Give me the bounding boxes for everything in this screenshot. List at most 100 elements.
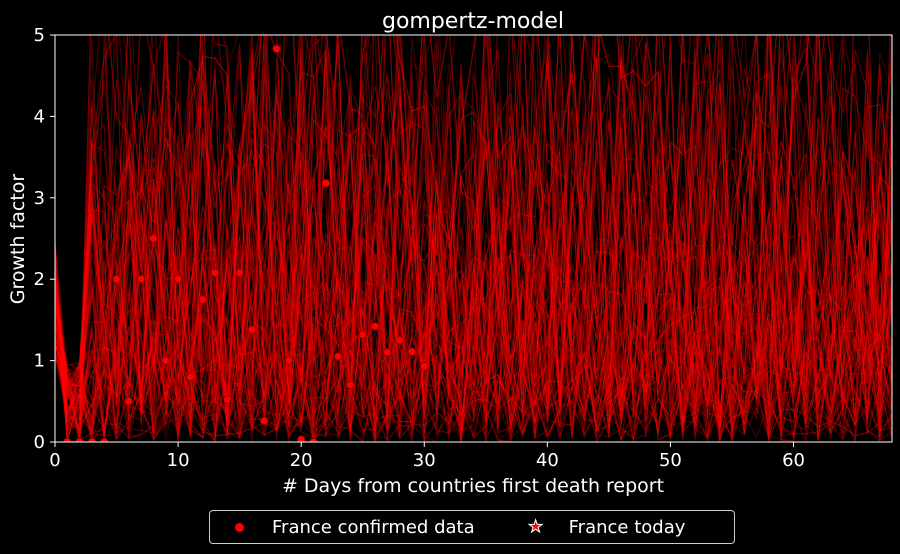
data-point xyxy=(296,435,306,442)
model-curve xyxy=(55,239,892,442)
legend: France confirmed data ★ France today xyxy=(209,510,735,544)
legend-label-today: France today xyxy=(568,516,686,538)
data-point xyxy=(370,322,380,331)
data-point xyxy=(161,356,170,365)
chart-title: gompertz-model xyxy=(382,9,564,34)
model-curve xyxy=(55,42,892,442)
y-axis-ticks: 0 1 2 3 4 5 xyxy=(34,25,55,453)
model-curve xyxy=(55,251,892,442)
legend-item-today: ★ France today xyxy=(527,516,686,538)
model-curve xyxy=(55,35,892,434)
y-tick-label: 1 xyxy=(34,351,45,372)
model-curve xyxy=(55,125,892,442)
data-point xyxy=(333,352,343,361)
model-curve xyxy=(55,119,892,442)
data-point xyxy=(407,347,417,356)
circle-marker-icon xyxy=(232,520,246,534)
x-tick-label: 50 xyxy=(659,450,682,471)
model-curve xyxy=(55,231,892,442)
x-tick-label: 0 xyxy=(49,450,60,471)
model-curve xyxy=(55,49,892,430)
model-curve xyxy=(55,35,892,441)
data-point xyxy=(223,395,232,404)
data-point xyxy=(321,178,330,188)
model-curve xyxy=(55,235,892,442)
model-curve xyxy=(55,100,892,441)
data-point xyxy=(75,437,84,442)
x-axis-label: # Days from countries first death report xyxy=(282,475,664,497)
model-curve xyxy=(55,35,892,435)
model-curve xyxy=(55,35,892,439)
plot-area xyxy=(54,34,893,443)
data-point xyxy=(210,268,220,277)
data-point xyxy=(247,325,257,334)
model-curve xyxy=(55,251,892,442)
model-curve xyxy=(55,215,892,441)
data-point xyxy=(309,437,318,442)
data-point xyxy=(235,268,244,277)
model-curve xyxy=(55,285,892,441)
x-tick-label: 30 xyxy=(413,450,436,471)
model-curve xyxy=(55,257,892,442)
model-curve xyxy=(55,335,892,442)
model-curve xyxy=(55,54,892,423)
model-curve xyxy=(55,35,892,441)
data-point xyxy=(383,348,392,357)
model-curve xyxy=(55,35,892,441)
data-point xyxy=(63,437,72,442)
model-curve xyxy=(55,271,892,442)
data-points xyxy=(55,44,429,442)
data-point xyxy=(395,336,404,345)
y-tick-label: 4 xyxy=(34,106,45,127)
y-tick-label: 5 xyxy=(34,25,45,46)
model-curve xyxy=(55,256,892,442)
model-curve xyxy=(55,35,892,438)
model-curve xyxy=(55,35,892,442)
y-tick-label: 3 xyxy=(34,188,45,209)
model-curve xyxy=(55,35,892,442)
data-point xyxy=(284,356,294,365)
model-curves xyxy=(55,35,892,442)
data-point xyxy=(198,295,207,304)
model-curve xyxy=(55,109,892,441)
data-point xyxy=(124,397,134,406)
model-curve xyxy=(55,93,892,438)
model-curve xyxy=(55,326,892,442)
star-marker-icon: ★ xyxy=(527,517,544,537)
model-curve xyxy=(55,35,891,442)
model-curve xyxy=(55,67,892,442)
model-curve xyxy=(55,215,892,442)
data-point xyxy=(358,330,367,339)
model-curve xyxy=(55,176,892,441)
model-curve xyxy=(55,35,892,441)
model-curve xyxy=(55,90,892,439)
model-curve xyxy=(55,290,892,438)
model-curve xyxy=(55,267,892,442)
y-axis-label: Growth factor xyxy=(7,174,29,305)
x-tick-label: 60 xyxy=(782,450,805,471)
model-curve xyxy=(55,238,892,440)
data-point xyxy=(136,275,146,284)
x-tick-label: 20 xyxy=(290,450,313,471)
data-point xyxy=(260,416,269,426)
model-curve xyxy=(55,35,892,436)
data-point xyxy=(272,44,281,54)
model-curve xyxy=(55,149,892,434)
model-curve xyxy=(55,301,892,440)
model-curve xyxy=(55,35,892,437)
legend-item-confirmed: France confirmed data xyxy=(232,517,475,538)
model-curve xyxy=(55,51,892,437)
model-curve xyxy=(55,274,892,442)
model-curve xyxy=(55,35,892,442)
model-curve xyxy=(55,214,892,437)
x-axis-ticks: 0 10 20 30 40 50 60 xyxy=(49,442,805,471)
data-point xyxy=(173,275,183,284)
data-point xyxy=(149,234,158,243)
model-curve xyxy=(55,135,892,435)
x-tick-label: 40 xyxy=(536,450,559,471)
data-point xyxy=(100,437,109,442)
model-curve xyxy=(55,35,892,435)
data-point xyxy=(87,437,97,442)
model-curve xyxy=(55,289,892,440)
